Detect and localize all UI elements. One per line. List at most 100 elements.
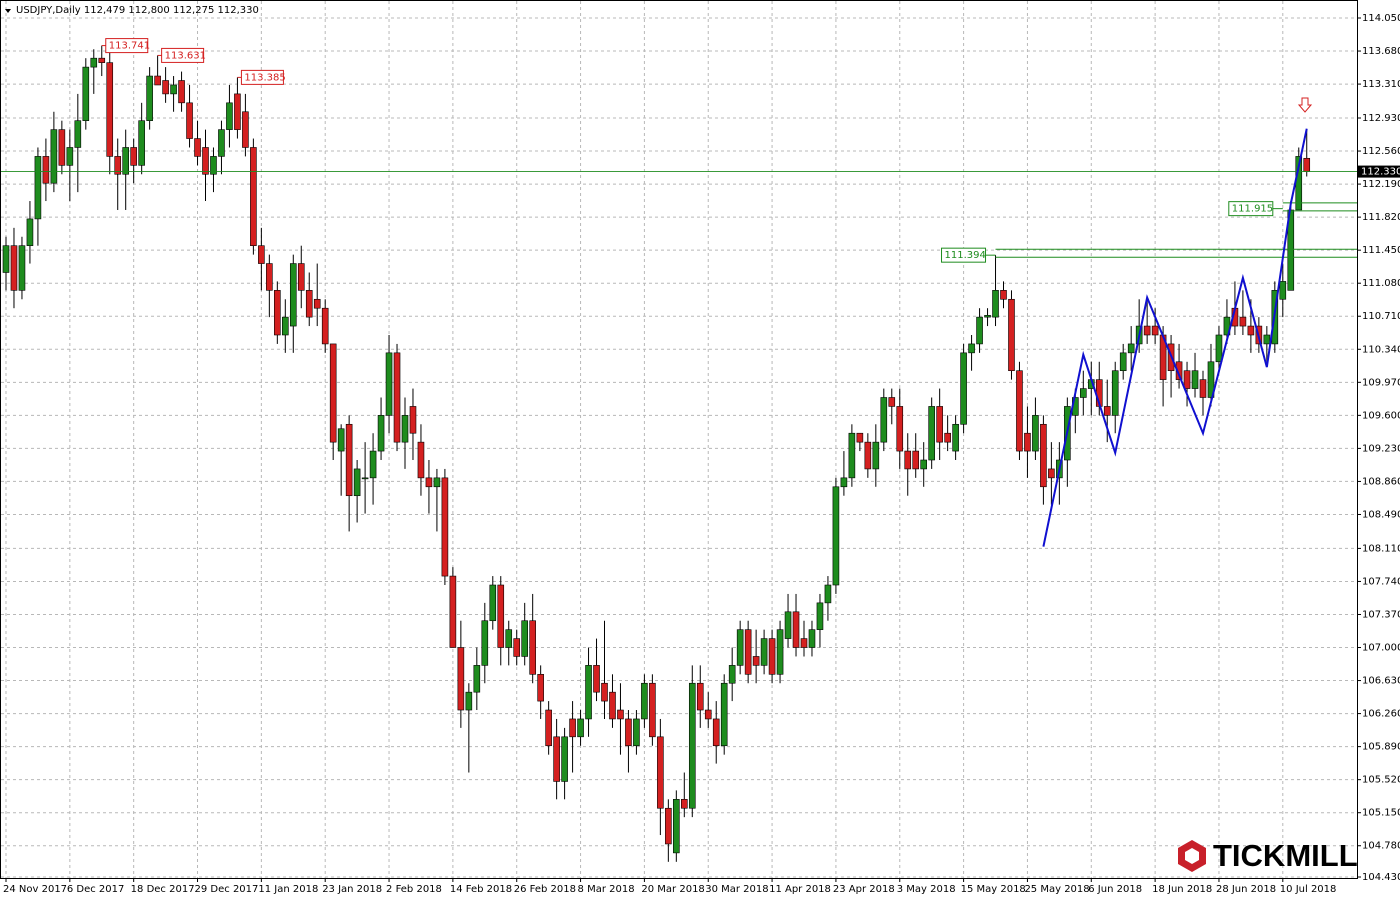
candle-body: [122, 147, 129, 175]
candle-body: [465, 691, 473, 711]
y-tick-label: 104.780: [1362, 841, 1400, 852]
candle-body: [1215, 334, 1223, 363]
candle-body: [920, 459, 928, 470]
high-label-box: [105, 38, 149, 54]
y-tick-label: 109.600: [1362, 410, 1400, 421]
candle-body: [98, 57, 106, 63]
candle-body: [186, 102, 193, 139]
candle-body: [202, 147, 209, 175]
zone-label-box: [941, 247, 987, 263]
high-label: 113.741: [109, 41, 150, 52]
candle-body: [744, 629, 752, 675]
candle-body: [824, 584, 832, 604]
y-tick-label: 107.740: [1362, 576, 1400, 587]
y-tick-label: 111.450: [1362, 245, 1400, 256]
candle-body: [609, 691, 616, 720]
candle-body: [385, 352, 393, 416]
candle-body: [657, 736, 664, 809]
menu-icon: [5, 9, 11, 13]
candle-body: [896, 406, 904, 452]
candle-body: [409, 406, 417, 434]
candle-body: [760, 638, 768, 666]
candle-body: [792, 611, 800, 648]
candle-body: [58, 129, 66, 166]
candle-body: [1040, 423, 1047, 488]
candle-body: [1175, 361, 1183, 380]
x-tick-label: 30 Mar 2018: [705, 884, 768, 895]
candle-body: [1119, 352, 1127, 372]
candle-body: [1151, 325, 1159, 336]
x-tick-label: 11 Apr 2018: [769, 884, 831, 895]
candle-body: [1303, 157, 1311, 172]
candle-body: [553, 736, 560, 782]
candle-body: [728, 665, 736, 684]
candle-body: [856, 432, 864, 443]
y-tick-label: 112.190: [1362, 179, 1400, 190]
candle-body: [1247, 325, 1255, 336]
candle-body: [585, 665, 592, 720]
candle-body: [960, 352, 967, 425]
candle-body: [1263, 334, 1271, 345]
candle-body: [505, 629, 513, 648]
zigzag-line: [1042, 128, 1308, 547]
y-tick-label: 105.520: [1362, 775, 1400, 786]
x-tick-label: 15 May 2018: [961, 884, 1026, 895]
brand-logo: TICKMILL: [1178, 838, 1358, 873]
candle-body: [625, 718, 632, 747]
candles: [2, 45, 1311, 862]
candle-body: [1048, 468, 1055, 479]
high-label-box: [161, 47, 205, 63]
candle-body: [321, 307, 329, 345]
candle-body: [1199, 379, 1207, 398]
candle-body: [1103, 406, 1111, 416]
x-tick-label: 11 Jan 2018: [258, 884, 318, 895]
y-tick-label: 113.680: [1362, 46, 1400, 57]
candle-body: [912, 450, 920, 470]
x-tick-label: 23 Jan 2018: [322, 884, 382, 895]
candle-body: [577, 718, 584, 738]
y-tick-label: 109.230: [1362, 443, 1400, 454]
y-tick-label: 107.370: [1362, 609, 1400, 620]
candle-body: [337, 428, 345, 452]
candle-body: [34, 156, 42, 220]
candle-body: [218, 129, 225, 157]
y-tick-label: 114.050: [1362, 13, 1400, 24]
candle-body: [800, 638, 808, 648]
candle-body: [425, 477, 433, 488]
logo-icon-inner: [1185, 848, 1199, 864]
candle-body: [1127, 343, 1135, 354]
y-tick-label: 108.490: [1362, 509, 1400, 520]
high-label-box: [240, 69, 284, 85]
candle-body: [984, 315, 991, 318]
candle-body: [712, 718, 720, 747]
candle-body: [968, 343, 975, 354]
candle-body: [936, 406, 943, 443]
plot-area: [0, 0, 1358, 879]
candle-body: [194, 138, 201, 157]
candle-body: [665, 807, 672, 845]
candle-body: [473, 665, 481, 693]
candle-body: [433, 477, 441, 488]
brand-name: TICKMILL: [1213, 838, 1358, 873]
candle-body: [162, 80, 169, 95]
candle-body: [234, 93, 241, 130]
candle-body: [1016, 370, 1023, 452]
candle-body: [904, 450, 912, 470]
candle-body: [1032, 415, 1039, 452]
x-tick-label: 2 Feb 2018: [386, 884, 442, 895]
candle-body: [42, 156, 50, 184]
candle-body: [26, 218, 34, 246]
x-tick-label: 6 Jun 2018: [1088, 884, 1142, 895]
high-label: 113.631: [165, 50, 206, 61]
candle-body: [561, 736, 568, 782]
candle-body: [417, 441, 425, 479]
candle-body: [50, 129, 58, 184]
candle-body: [297, 263, 305, 291]
candle-body: [888, 397, 896, 407]
y-tick-label: 112.560: [1362, 146, 1400, 157]
y-tick-label: 108.110: [1362, 543, 1400, 554]
candle-body: [377, 415, 385, 452]
candle-body: [74, 120, 82, 148]
x-tick-label: 3 May 2018: [897, 884, 956, 895]
